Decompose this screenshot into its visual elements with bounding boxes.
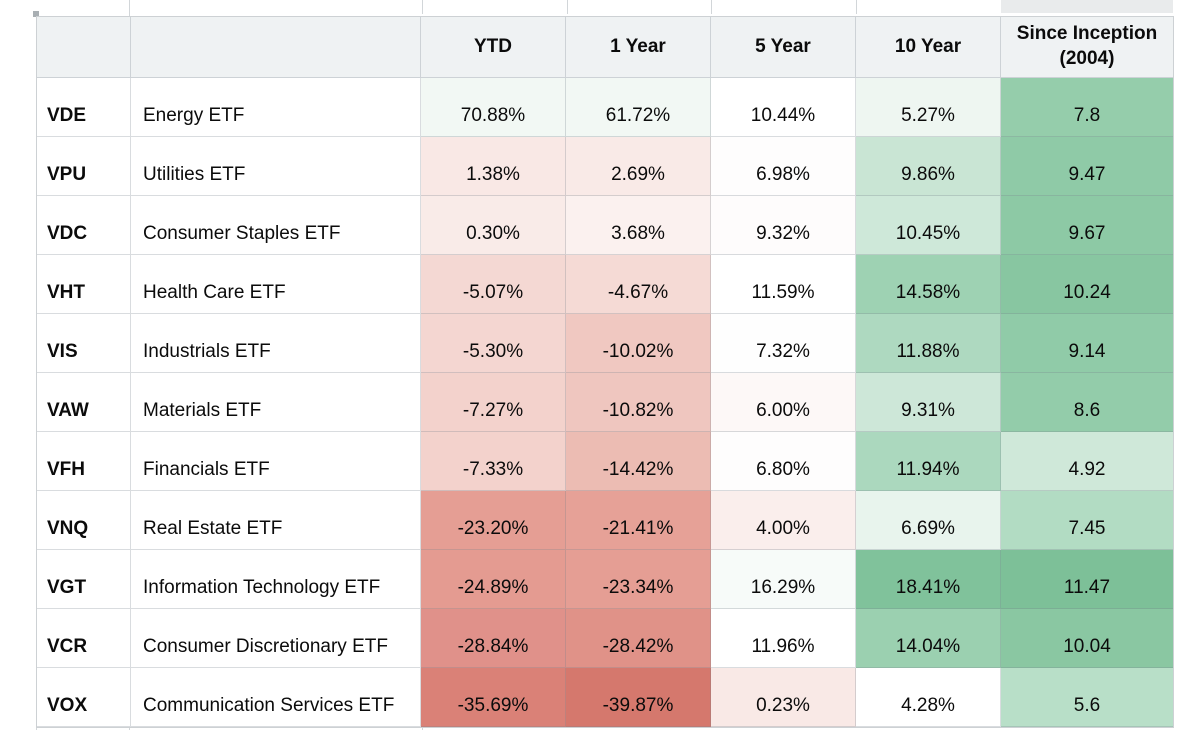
column-header-5-year[interactable]: 5 Year xyxy=(711,17,856,78)
column-header-ytd[interactable]: YTD xyxy=(421,17,566,78)
value-cell-year10[interactable]: 18.41% xyxy=(856,550,1001,609)
column-header-name[interactable] xyxy=(131,17,421,78)
value-cell-year1[interactable]: -10.02% xyxy=(566,314,711,373)
etf-name-cell[interactable]: Consumer Discretionary ETF xyxy=(131,609,421,668)
value-cell-inception[interactable]: 9.47 xyxy=(1001,137,1173,196)
value-cell-year10[interactable]: 6.69% xyxy=(856,491,1001,550)
value-cell-year5[interactable]: 11.96% xyxy=(711,609,856,668)
value-cell-inception[interactable]: 7.45 xyxy=(1001,491,1173,550)
value-cell-ytd[interactable]: 1.38% xyxy=(421,137,566,196)
value-cell-year1[interactable]: -39.87% xyxy=(566,668,711,727)
value-cell-inception[interactable]: 9.14 xyxy=(1001,314,1173,373)
value-cell-inception[interactable]: 11.47 xyxy=(1001,550,1173,609)
value-cell-ytd[interactable]: -28.84% xyxy=(421,609,566,668)
value-cell-ytd[interactable]: -35.69% xyxy=(421,668,566,727)
value-cell-ytd[interactable]: -5.30% xyxy=(421,314,566,373)
etf-name-cell[interactable]: Materials ETF xyxy=(131,373,421,432)
etf-name-cell[interactable]: Consumer Staples ETF xyxy=(131,196,421,255)
value-cell-ytd[interactable]: -7.27% xyxy=(421,373,566,432)
ticker-cell[interactable]: VHT xyxy=(37,255,131,314)
gridline-stub xyxy=(711,0,712,14)
column-header-ticker[interactable] xyxy=(37,17,131,78)
ticker-cell[interactable]: VDC xyxy=(37,196,131,255)
ticker-cell[interactable]: VFH xyxy=(37,432,131,491)
etf-name-cell[interactable]: Utilities ETF xyxy=(131,137,421,196)
gridline-stub xyxy=(422,727,423,730)
value-cell-year5[interactable]: 10.44% xyxy=(711,78,856,137)
column-header-since-inception[interactable]: Since Inception (2004) xyxy=(1001,17,1173,78)
value-cell-year1[interactable]: 2.69% xyxy=(566,137,711,196)
etf-name-cell[interactable]: Industrials ETF xyxy=(131,314,421,373)
gridline-stub xyxy=(129,727,130,730)
value-cell-year1[interactable]: 3.68% xyxy=(566,196,711,255)
value-cell-ytd[interactable]: 70.88% xyxy=(421,78,566,137)
gridline-stub xyxy=(856,0,857,14)
selection-corner-handle xyxy=(33,11,39,17)
etf-name-cell[interactable]: Information Technology ETF xyxy=(131,550,421,609)
value-cell-year5[interactable]: 6.98% xyxy=(711,137,856,196)
value-cell-year1[interactable]: -23.34% xyxy=(566,550,711,609)
value-cell-ytd[interactable]: -5.07% xyxy=(421,255,566,314)
gridline-stub xyxy=(1001,0,1173,13)
value-cell-year10[interactable]: 4.28% xyxy=(856,668,1001,727)
etf-name-cell[interactable]: Financials ETF xyxy=(131,432,421,491)
value-cell-ytd[interactable]: -7.33% xyxy=(421,432,566,491)
value-cell-inception[interactable]: 10.04 xyxy=(1001,609,1173,668)
value-cell-year10[interactable]: 14.04% xyxy=(856,609,1001,668)
etf-performance-table: YTD 1 Year 5 Year 10 Year Since Inceptio… xyxy=(36,16,1174,728)
value-cell-year1[interactable]: -28.42% xyxy=(566,609,711,668)
value-cell-year5[interactable]: 7.32% xyxy=(711,314,856,373)
gridline-stub xyxy=(567,0,568,14)
gridline-stub xyxy=(36,727,37,730)
gridline-stub xyxy=(129,0,130,16)
value-cell-year5[interactable]: 4.00% xyxy=(711,491,856,550)
etf-name-cell[interactable]: Real Estate ETF xyxy=(131,491,421,550)
value-cell-year10[interactable]: 11.94% xyxy=(856,432,1001,491)
value-cell-year10[interactable]: 10.45% xyxy=(856,196,1001,255)
value-cell-ytd[interactable]: -24.89% xyxy=(421,550,566,609)
value-cell-ytd[interactable]: 0.30% xyxy=(421,196,566,255)
value-cell-year10[interactable]: 11.88% xyxy=(856,314,1001,373)
value-cell-year1[interactable]: -21.41% xyxy=(566,491,711,550)
ticker-cell[interactable]: VNQ xyxy=(37,491,131,550)
value-cell-year1[interactable]: -4.67% xyxy=(566,255,711,314)
value-cell-year1[interactable]: 61.72% xyxy=(566,78,711,137)
value-cell-year5[interactable]: 0.23% xyxy=(711,668,856,727)
value-cell-inception[interactable]: 7.8 xyxy=(1001,78,1173,137)
value-cell-year10[interactable]: 5.27% xyxy=(856,78,1001,137)
value-cell-year1[interactable]: -10.82% xyxy=(566,373,711,432)
ticker-cell[interactable]: VIS xyxy=(37,314,131,373)
value-cell-inception[interactable]: 10.24 xyxy=(1001,255,1173,314)
etf-name-cell[interactable]: Health Care ETF xyxy=(131,255,421,314)
value-cell-year5[interactable]: 16.29% xyxy=(711,550,856,609)
value-cell-year5[interactable]: 11.59% xyxy=(711,255,856,314)
ticker-cell[interactable]: VDE xyxy=(37,78,131,137)
ticker-cell[interactable]: VGT xyxy=(37,550,131,609)
value-cell-year5[interactable]: 6.80% xyxy=(711,432,856,491)
value-cell-inception[interactable]: 8.6 xyxy=(1001,373,1173,432)
column-header-1-year[interactable]: 1 Year xyxy=(566,17,711,78)
value-cell-year10[interactable]: 14.58% xyxy=(856,255,1001,314)
ticker-cell[interactable]: VCR xyxy=(37,609,131,668)
value-cell-inception[interactable]: 9.67 xyxy=(1001,196,1173,255)
column-header-10-year[interactable]: 10 Year xyxy=(856,17,1001,78)
value-cell-year5[interactable]: 9.32% xyxy=(711,196,856,255)
value-cell-ytd[interactable]: -23.20% xyxy=(421,491,566,550)
ticker-cell[interactable]: VPU xyxy=(37,137,131,196)
ticker-cell[interactable]: VAW xyxy=(37,373,131,432)
value-cell-inception[interactable]: 5.6 xyxy=(1001,668,1173,727)
value-cell-inception[interactable]: 4.92 xyxy=(1001,432,1173,491)
etf-name-cell[interactable]: Energy ETF xyxy=(131,78,421,137)
value-cell-year1[interactable]: -14.42% xyxy=(566,432,711,491)
etf-name-cell[interactable]: Communication Services ETF xyxy=(131,668,421,727)
value-cell-year10[interactable]: 9.86% xyxy=(856,137,1001,196)
gridline-stub xyxy=(422,0,423,14)
value-cell-year10[interactable]: 9.31% xyxy=(856,373,1001,432)
ticker-cell[interactable]: VOX xyxy=(37,668,131,727)
value-cell-year5[interactable]: 6.00% xyxy=(711,373,856,432)
